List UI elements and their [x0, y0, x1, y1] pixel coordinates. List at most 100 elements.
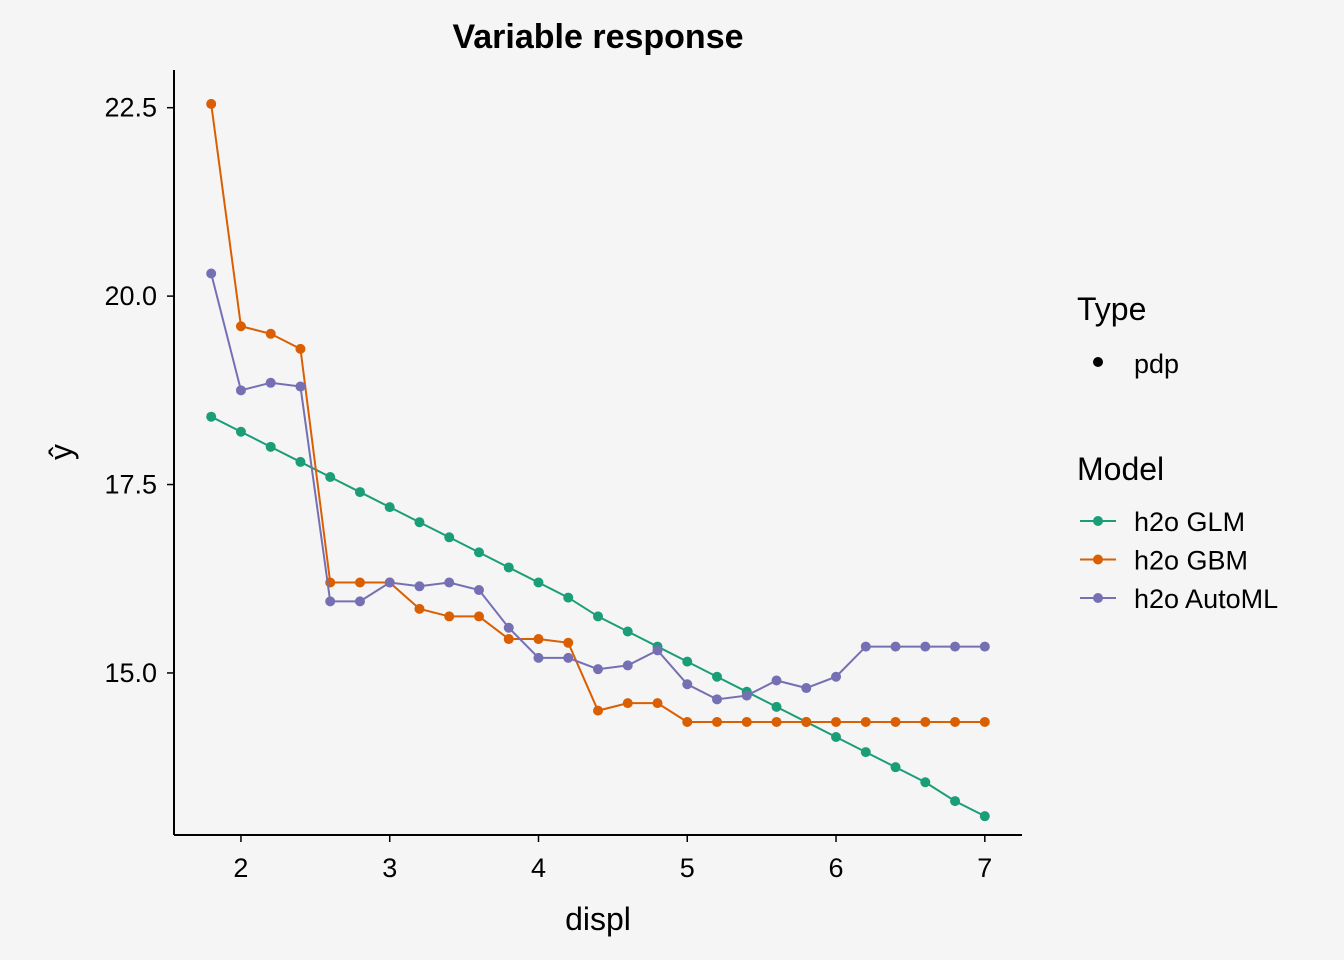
legend-pdp-marker [1093, 357, 1103, 367]
data-point [414, 603, 425, 614]
data-point [622, 698, 633, 709]
data-point [622, 626, 633, 637]
data-point [860, 641, 871, 652]
data-point [741, 690, 752, 701]
data-point [593, 705, 603, 716]
data-point [890, 716, 901, 727]
legend-item-h2o-gbm: h2o GBM [1080, 546, 1248, 576]
data-point [265, 441, 276, 452]
y-tick-label: 17.5 [104, 470, 157, 500]
data-point [444, 532, 455, 543]
data-point [533, 634, 544, 645]
x-tick-label: 4 [531, 853, 546, 883]
legend-label: h2o AutoML [1134, 584, 1278, 614]
data-point [503, 634, 514, 645]
data-point [920, 641, 931, 652]
data-point [771, 701, 782, 712]
data-point [652, 645, 663, 656]
data-point [563, 637, 574, 648]
data-point [950, 716, 961, 727]
y-ticks: 15.0 17.5 20.0 22.5 [104, 93, 174, 688]
data-point [712, 671, 723, 682]
series-h2o-automl [206, 268, 990, 705]
legend-marker [1093, 593, 1103, 603]
data-point [771, 716, 782, 727]
data-point [533, 577, 544, 588]
data-point [414, 517, 425, 528]
data-point [712, 694, 723, 705]
legend-models: h2o GLM h2o GBM h2o AutoML [1080, 507, 1278, 614]
data-point [950, 796, 961, 807]
x-tick-label: 6 [829, 853, 844, 883]
data-point [712, 716, 723, 727]
legend-type-title: Type [1077, 291, 1146, 327]
data-point [860, 747, 871, 758]
data-point [652, 698, 663, 709]
data-point [473, 585, 484, 596]
plot-area: 15.0 17.5 20.0 22.5 2 3 4 5 6 7 [104, 70, 1022, 883]
data-point [414, 581, 425, 592]
data-point [593, 664, 603, 675]
data-point [384, 502, 395, 513]
data-point [503, 562, 514, 573]
data-point [682, 656, 693, 667]
data-point [682, 679, 693, 690]
x-tick-label: 3 [382, 853, 397, 883]
data-point [801, 683, 812, 694]
y-tick-label: 15.0 [104, 658, 157, 688]
data-point [950, 641, 961, 652]
data-point [563, 592, 574, 603]
legend: Type pdp Model h2o GLM h2o GBM h2o AutoML [1077, 291, 1278, 614]
x-ticks: 2 3 4 5 6 7 [233, 835, 992, 883]
data-point [920, 716, 931, 727]
data-point [235, 321, 246, 332]
chart-title: Variable response [452, 18, 743, 56]
data-point [265, 377, 276, 388]
legend-label: h2o GBM [1134, 546, 1248, 576]
data-point [831, 716, 842, 727]
data-point [295, 343, 306, 354]
data-point [295, 381, 306, 392]
legend-marker [1093, 516, 1103, 526]
data-point [444, 611, 455, 622]
legend-marker [1093, 554, 1103, 565]
data-point [384, 577, 395, 588]
x-tick-label: 5 [680, 853, 695, 883]
data-point [741, 716, 752, 727]
data-point [831, 732, 842, 743]
x-axis-title: displ [565, 901, 631, 937]
data-point [325, 596, 336, 607]
data-point [593, 611, 603, 622]
data-point [206, 411, 217, 422]
legend-label: h2o GLM [1134, 507, 1245, 537]
y-tick-label: 22.5 [104, 93, 157, 123]
series-layer [206, 98, 990, 822]
legend-item-h2o-glm: h2o GLM [1080, 507, 1245, 537]
data-point [473, 547, 484, 558]
legend-item-h2o-automl: h2o AutoML [1080, 584, 1278, 614]
data-point [354, 487, 365, 498]
data-point [771, 675, 782, 686]
data-point [444, 577, 455, 588]
data-point [979, 811, 990, 822]
data-point [682, 716, 693, 727]
data-point [860, 716, 871, 727]
y-tick-label: 20.0 [104, 281, 157, 311]
data-point [890, 762, 901, 773]
legend-model-title: Model [1077, 451, 1164, 487]
data-point [354, 596, 365, 607]
data-point [533, 652, 544, 663]
data-point [503, 622, 514, 633]
series-h2o-glm [206, 411, 990, 822]
data-point [801, 716, 812, 727]
data-point [920, 777, 931, 788]
data-point [473, 611, 484, 622]
legend-pdp-label: pdp [1134, 349, 1179, 379]
data-point [622, 660, 633, 671]
x-tick-label: 2 [233, 853, 248, 883]
x-tick-label: 7 [977, 853, 992, 883]
data-point [831, 671, 842, 682]
data-point [206, 268, 217, 279]
